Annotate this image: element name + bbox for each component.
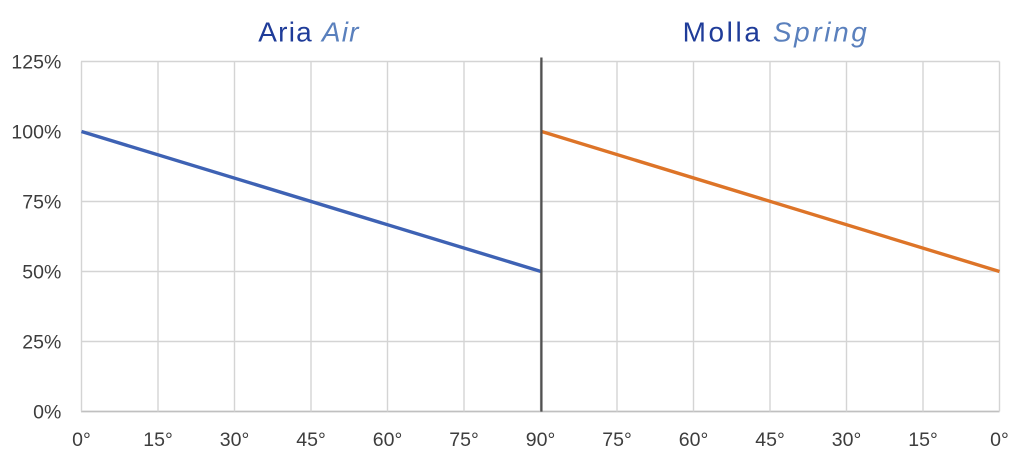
svg-text:45°: 45° xyxy=(296,429,326,451)
svg-text:25%: 25% xyxy=(22,332,61,354)
svg-text:Aria Air: Aria Air xyxy=(258,17,360,48)
svg-text:75°: 75° xyxy=(449,429,479,451)
svg-text:125%: 125% xyxy=(11,52,61,74)
svg-text:0°: 0° xyxy=(72,429,91,451)
svg-text:90°: 90° xyxy=(526,429,556,451)
svg-text:30°: 30° xyxy=(220,429,250,451)
svg-text:75%: 75% xyxy=(22,192,61,214)
svg-text:15°: 15° xyxy=(908,429,938,451)
svg-text:Molla Spring: Molla Spring xyxy=(683,17,870,48)
svg-text:100%: 100% xyxy=(11,122,61,144)
svg-text:0°: 0° xyxy=(990,429,1009,451)
svg-text:60°: 60° xyxy=(373,429,403,451)
svg-text:60°: 60° xyxy=(679,429,709,451)
svg-text:75°: 75° xyxy=(602,429,632,451)
svg-text:50%: 50% xyxy=(22,262,61,284)
svg-text:30°: 30° xyxy=(832,429,862,451)
svg-text:0%: 0% xyxy=(33,402,61,424)
svg-text:45°: 45° xyxy=(755,429,785,451)
svg-text:15°: 15° xyxy=(143,429,173,451)
